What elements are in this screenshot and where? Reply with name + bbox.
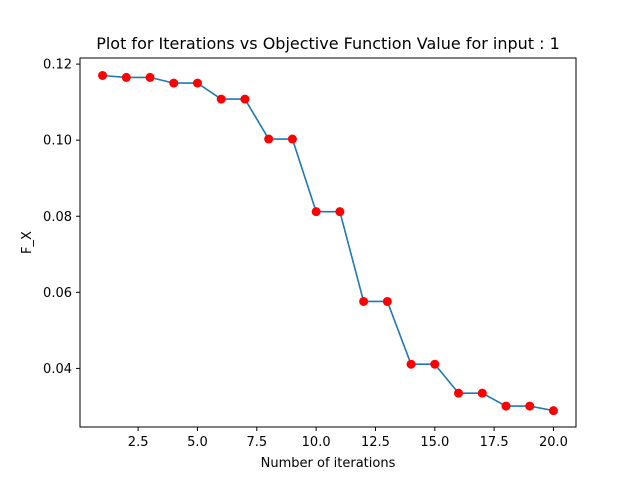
plot-area-frame	[79, 57, 577, 428]
data-point	[264, 134, 274, 144]
data-point	[192, 78, 202, 88]
x-tick-label: 5.0	[187, 435, 208, 450]
data-point	[430, 359, 440, 369]
data-point	[287, 134, 297, 144]
x-axis-label: Number of iterations	[261, 456, 396, 471]
data-point	[548, 406, 558, 416]
x-tick-label: 15.0	[420, 435, 449, 450]
y-tick-label: 0.06	[43, 286, 72, 301]
y-axis: 0.04 0.06 0.08 0.10 0.12	[43, 58, 80, 377]
y-tick-label: 0.12	[43, 58, 72, 73]
chart-title: Plot for Iterations vs Objective Functio…	[96, 34, 560, 53]
data-point	[335, 207, 345, 217]
x-tick-label: 7.5	[246, 435, 267, 450]
data-point	[216, 94, 226, 104]
x-tick-label: 10.0	[302, 435, 331, 450]
y-tick-label: 0.08	[43, 210, 72, 225]
data-point	[477, 388, 487, 398]
x-tick-label: 12.5	[361, 435, 390, 450]
data-point	[501, 401, 511, 411]
data-point	[169, 78, 179, 88]
x-tick-label: 20.0	[539, 435, 568, 450]
data-point	[311, 207, 321, 217]
data-point	[382, 296, 392, 306]
x-tick-label: 17.5	[480, 435, 509, 450]
data-point	[121, 72, 131, 82]
y-tick-label: 0.04	[43, 362, 72, 377]
series-line	[102, 74, 554, 412]
x-tick-label: 2.5	[128, 435, 149, 450]
series-layer	[98, 70, 558, 416]
data-point	[98, 70, 108, 80]
data-point	[240, 94, 250, 104]
y-axis-label: F_X	[20, 231, 35, 254]
data-point	[406, 359, 416, 369]
y-tick-label: 0.10	[43, 134, 72, 149]
data-point	[525, 401, 535, 411]
data-point	[145, 72, 155, 82]
x-axis: 2.5 5.0 7.5 10.0 12.5 15.0 17.5 20.0	[128, 427, 568, 450]
data-point	[454, 388, 464, 398]
data-point	[359, 296, 369, 306]
